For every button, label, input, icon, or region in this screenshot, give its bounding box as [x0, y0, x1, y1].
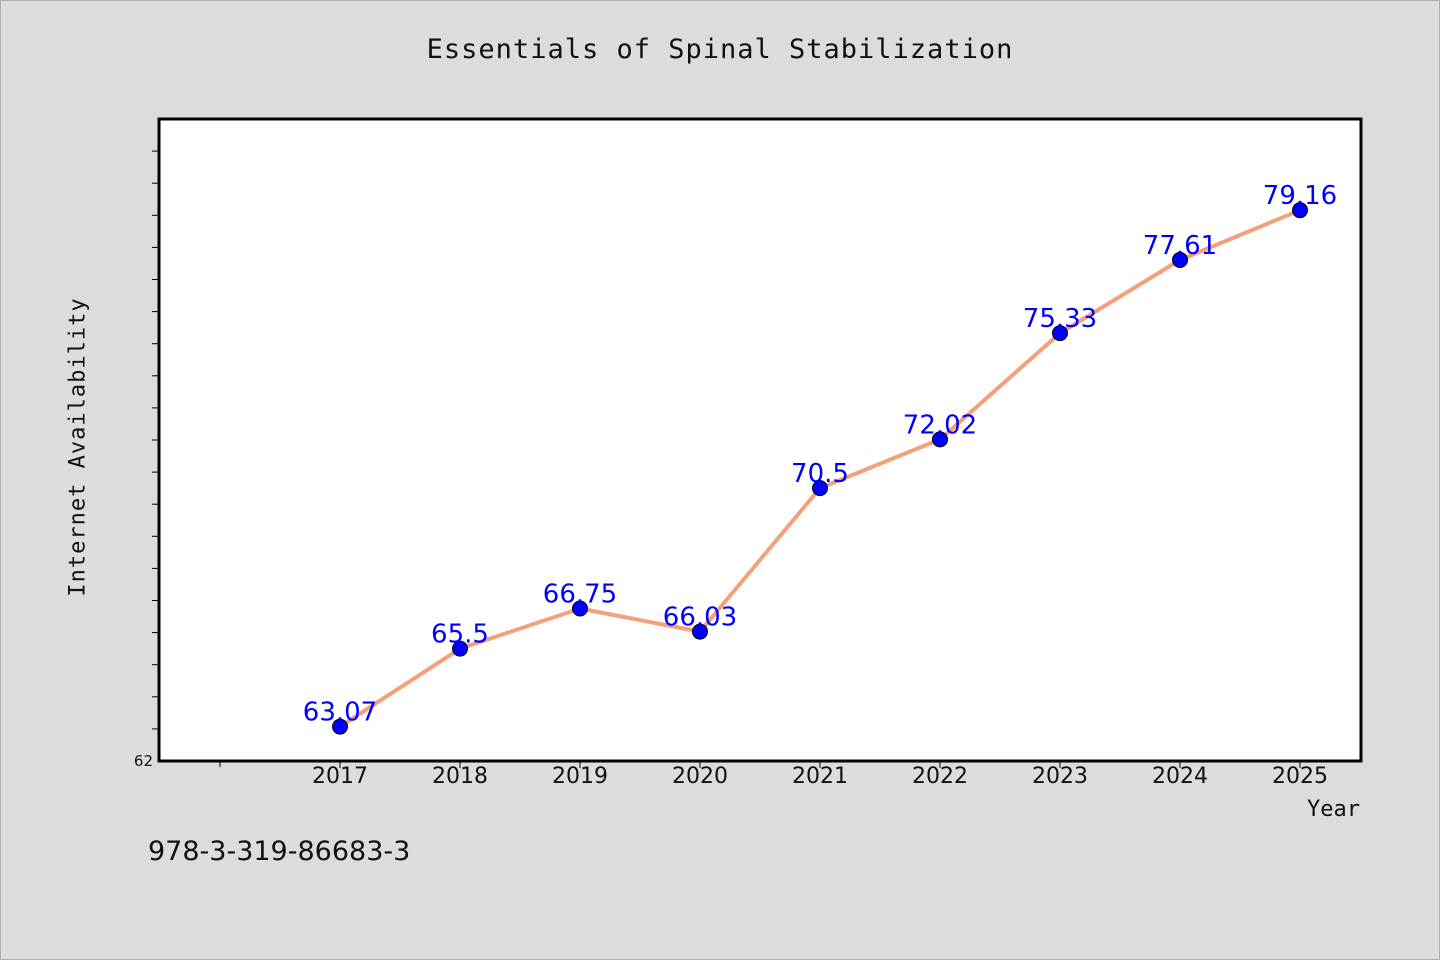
x-tick-label: 2022: [912, 764, 968, 789]
data-point: [1172, 251, 1188, 268]
x-tick-label: 2017: [312, 764, 368, 789]
chart-title: Essentials of Spinal Stabilization: [426, 34, 1014, 65]
plot-area: [157, 117, 1363, 763]
data-point: [812, 480, 828, 497]
y-axis-ticks: 62: [134, 150, 159, 770]
data-label: 70.5: [791, 459, 849, 489]
data-label: 66.03: [663, 603, 737, 633]
x-tick-label: 2025: [1272, 764, 1328, 789]
data-point: [572, 600, 588, 617]
x-tick-label: 2021: [792, 764, 848, 789]
data-point: [1292, 202, 1308, 219]
y-tick-label: 62: [134, 752, 153, 770]
data-points: [332, 202, 1308, 735]
x-axis-label: Year: [1307, 797, 1360, 822]
x-tick-label: 2020: [672, 764, 728, 789]
data-point: [332, 718, 348, 735]
data-point: [1052, 325, 1068, 342]
data-label: 77.61: [1143, 231, 1217, 261]
data-label: 66.75: [543, 580, 617, 610]
x-tick-label: 2018: [432, 764, 488, 789]
data-label: 63.07: [303, 698, 377, 728]
x-tick-label: 2024: [1152, 764, 1208, 789]
data-point: [452, 640, 468, 657]
data-label: 75.33: [1023, 304, 1097, 334]
data-label: 72.02: [903, 410, 977, 440]
data-labels: 63.07 65.5 66.75 66.03 70.5 72.02 75.33 77.61 79…: [303, 181, 1337, 727]
x-axis-ticks: 2017 2018 2019 2020 2021 2022 2023 2024 2025: [219, 761, 1328, 789]
data-point: [932, 431, 948, 448]
data-label: 79.16: [1263, 181, 1337, 211]
x-tick-label: 2019: [552, 764, 608, 789]
x-tick-label: 2023: [1032, 764, 1088, 789]
isbn-code: 978-3-319-86683-3: [148, 836, 411, 867]
data-point: [692, 623, 708, 640]
data-label: 65.5: [431, 620, 489, 650]
